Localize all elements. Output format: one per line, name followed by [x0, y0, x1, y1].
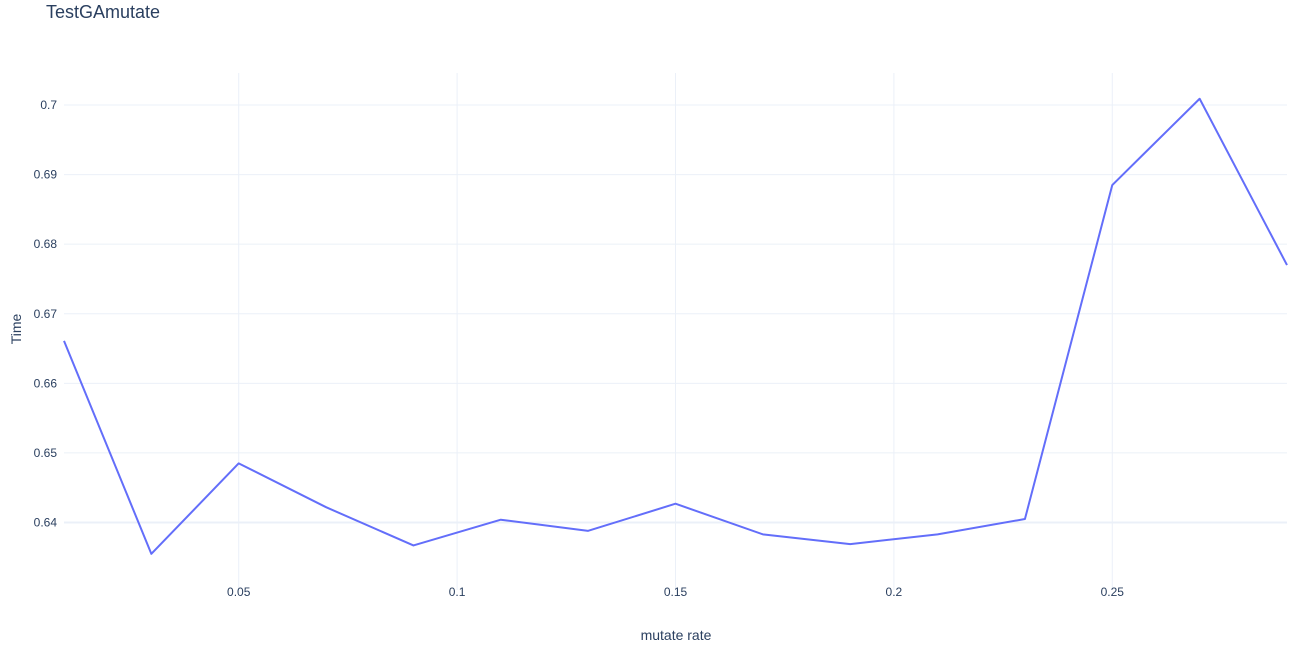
x-tick-label: 0.2 — [886, 585, 903, 599]
y-tick-label: 0.67 — [34, 307, 58, 321]
x-tick-label: 0.05 — [227, 585, 251, 599]
y-axis-title: Time — [8, 313, 24, 344]
y-tick-label: 0.64 — [34, 516, 58, 530]
x-tick-label: 0.1 — [449, 585, 466, 599]
chart-title: TestGAmutate — [46, 2, 161, 22]
y-tick-label: 0.7 — [40, 98, 57, 112]
x-axis-title: mutate rate — [641, 627, 712, 643]
y-tick-label: 0.66 — [34, 376, 58, 390]
grid-layer — [64, 73, 1287, 590]
y-tick-label: 0.65 — [34, 446, 58, 460]
y-axis-ticks: 0.64 0.65 0.66 0.67 0.68 0.69 0.7 — [34, 98, 58, 529]
x-tick-label: 0.25 — [1101, 585, 1125, 599]
y-tick-label: 0.69 — [34, 168, 58, 182]
y-tick-label: 0.68 — [34, 237, 58, 251]
x-axis-ticks: 0.05 0.1 0.15 0.2 0.25 — [227, 585, 1124, 599]
x-tick-label: 0.15 — [664, 585, 688, 599]
series-layer — [63, 97, 1288, 555]
